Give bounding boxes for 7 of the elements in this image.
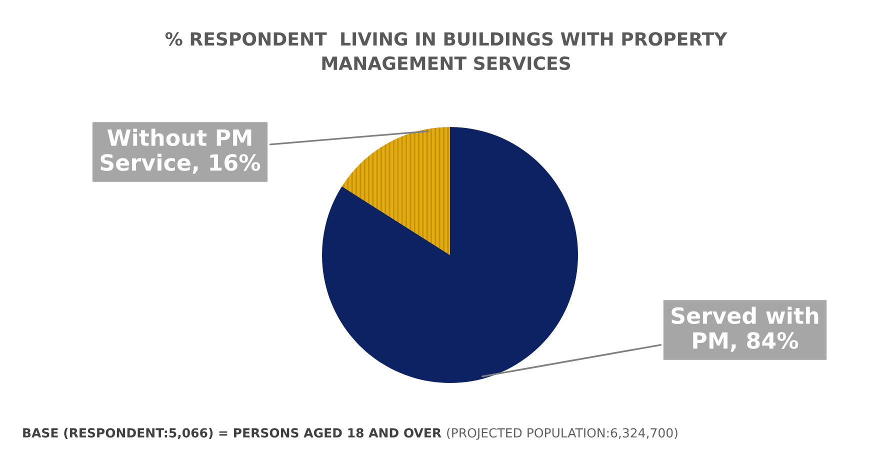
slice-label: Served with PM, 84%	[672, 306, 818, 352]
slice-label: Without PM Service, 16%	[100, 128, 260, 174]
pie-slice	[322, 127, 578, 383]
text: BASE (RESPONDENT:5,066) = PERSONS AGED 18 AND OVER	[23, 428, 442, 440]
pie-slice	[342, 127, 450, 255]
text: (PROJECTED POPULATION:6,324,700)	[447, 428, 678, 440]
chart-title: % RESPONDENT LIVING IN BUILDINGS WITH PROPERTY MANAGEMENT SERVICES	[165, 32, 728, 70]
